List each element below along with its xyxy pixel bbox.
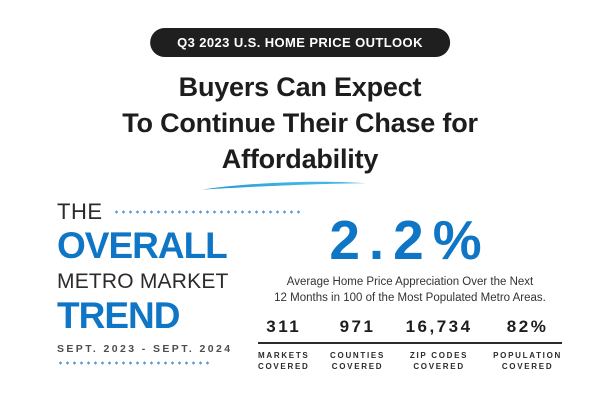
- stat-markets: 311 MARKETS COVERED: [258, 317, 309, 372]
- stat-markets-value: 311: [266, 317, 302, 336]
- overall-trend-block: THE OVERALL METRO MARKET TREND SEPT. 202…: [57, 199, 303, 365]
- stat-zip-codes-label: ZIP CODES COVERED: [406, 351, 473, 372]
- trend-word-trend: TREND: [57, 295, 180, 336]
- trend-prefix-row: THE: [57, 199, 303, 224]
- brush-underline-icon: [202, 181, 366, 190]
- stat-counties-label-line-2: COVERED: [331, 361, 384, 371]
- stat-zip-codes-label-line-2: COVERED: [413, 361, 465, 371]
- quarter-outlook-badge: Q3 2023 U.S. HOME PRICE OUTLOOK: [150, 28, 450, 57]
- headline-line-1: Buyers Can Expect: [178, 72, 422, 102]
- stat-counties: 971 COUNTIES COVERED: [330, 317, 385, 372]
- appreciation-description: Average Home Price Appreciation Over the…: [258, 275, 562, 306]
- headline-line-3: Affordability: [221, 144, 379, 174]
- trend-word-overall: OVERALL: [57, 225, 228, 266]
- appreciation-percentage: 2.2%: [329, 209, 491, 271]
- stat-counties-value: 971: [339, 317, 376, 336]
- stat-population: 82% POPULATION COVERED: [493, 317, 562, 372]
- stat-markets-label: MARKETS COVERED: [258, 351, 309, 372]
- dotted-leader-top: [112, 210, 303, 214]
- trend-prefix: THE: [57, 199, 103, 224]
- trend-word-metro-market: METRO MARKET: [57, 270, 229, 293]
- stats-divider-line: [258, 342, 562, 344]
- stat-zip-codes: 16,734 ZIP CODES COVERED: [406, 317, 473, 372]
- stat-markets-label-line-1: MARKETS: [258, 351, 310, 360]
- stat-population-label-line-1: POPULATION: [493, 351, 562, 360]
- stat-population-value: 82%: [506, 317, 549, 336]
- headline-line-2: To Continue Their Chase for: [122, 108, 478, 138]
- stat-population-label: POPULATION COVERED: [493, 351, 562, 372]
- stat-counties-label-line-1: COUNTIES: [330, 351, 385, 360]
- headline: Buyers Can Expect To Continue Their Chas…: [0, 69, 600, 177]
- coverage-stats-strip: 311 MARKETS COVERED 971 COUNTIES COVERED…: [258, 317, 562, 372]
- stat-markets-label-line-2: COVERED: [258, 361, 310, 371]
- appreciation-description-line-2: 12 Months in 100 of the Most Populated M…: [274, 291, 546, 304]
- stat-zip-codes-label-line-1: ZIP CODES: [409, 351, 469, 360]
- stat-counties-label: COUNTIES COVERED: [330, 351, 385, 372]
- stat-population-label-line-2: COVERED: [501, 361, 554, 371]
- stat-zip-codes-value: 16,734: [405, 317, 473, 336]
- dotted-leader-bottom: [57, 361, 209, 365]
- appreciation-description-line-1: Average Home Price Appreciation Over the…: [286, 276, 534, 288]
- trend-date-range: SEPT. 2023 - SEPT. 2024: [57, 343, 233, 355]
- appreciation-metric-block: 2.2% Average Home Price Appreciation Ove…: [258, 209, 562, 372]
